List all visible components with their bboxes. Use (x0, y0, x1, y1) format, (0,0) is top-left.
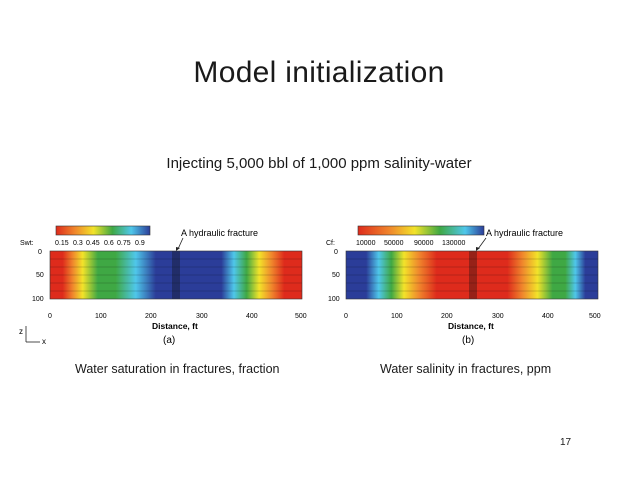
legend-colorbar (357, 225, 485, 236)
fracture-line (469, 251, 477, 299)
legend-tick: 0.15 (55, 240, 69, 247)
panel-label: (a) (163, 335, 175, 346)
figure-panel-b: Cf: 10000 50000 90000 130000 A hydraulic… (326, 225, 601, 346)
legend-tick: 130000 (442, 240, 465, 247)
x-axis-label: Distance, ft (152, 321, 198, 331)
x-tick: 0 (48, 313, 52, 320)
x-tick: 400 (246, 313, 258, 320)
caption-right: Water salinity in fractures, ppm (380, 362, 552, 376)
fracture-line (172, 251, 180, 299)
y-tick: 50 (36, 272, 44, 279)
y-tick: 0 (38, 249, 42, 256)
legend-tick: 0.45 (86, 240, 100, 247)
x-axis-label: Distance, ft (448, 321, 494, 331)
legend-tick: 10000 (356, 240, 376, 247)
svg-text:z: z (19, 327, 23, 336)
x-tick: 400 (542, 313, 554, 320)
x-tick: 500 (295, 313, 307, 320)
svg-text:x: x (42, 337, 46, 346)
legend-tick: 50000 (384, 240, 404, 247)
axis-orientation-icon: z x (19, 326, 46, 346)
legend-variable: Swt: (20, 240, 34, 247)
slide-title: Model initialization (193, 56, 445, 89)
fracture-arrow (477, 237, 487, 250)
x-tick: 300 (492, 313, 504, 320)
x-tick: 200 (441, 313, 453, 320)
fracture-arrowhead (176, 247, 180, 251)
fracture-annotation: A hydraulic fracture (486, 228, 563, 238)
legend-tick: 0.3 (73, 240, 83, 247)
x-tick: 100 (391, 313, 403, 320)
legend-tick: 0.6 (104, 240, 114, 247)
fracture-arrow (177, 237, 184, 250)
legend-tick: 0.9 (135, 240, 145, 247)
y-tick: 100 (32, 296, 44, 303)
panel-label: (b) (462, 335, 474, 346)
x-tick: 0 (344, 313, 348, 320)
fracture-annotation: A hydraulic fracture (181, 228, 258, 238)
x-tick: 200 (145, 313, 157, 320)
y-tick: 50 (332, 272, 340, 279)
saturation-field (50, 251, 302, 299)
fracture-arrowhead (476, 247, 480, 251)
x-tick: 500 (589, 313, 601, 320)
slide-subtitle: Injecting 5,000 bbl of 1,000 ppm salinit… (166, 155, 472, 172)
legend-tick: 0.75 (117, 240, 131, 247)
legend-tick: 90000 (414, 240, 434, 247)
caption-left: Water saturation in fractures, fraction (75, 362, 280, 376)
y-tick: 100 (328, 296, 340, 303)
x-tick: 100 (95, 313, 107, 320)
legend-colorbar (55, 225, 151, 236)
y-tick: 0 (334, 249, 338, 256)
page-number: 17 (560, 437, 572, 448)
figure-panel-a: Swt: 0.15 0.3 0.45 0.6 0.75 0.9 A hydrau… (19, 225, 307, 346)
legend-variable: Cf: (326, 240, 335, 247)
x-tick: 300 (196, 313, 208, 320)
